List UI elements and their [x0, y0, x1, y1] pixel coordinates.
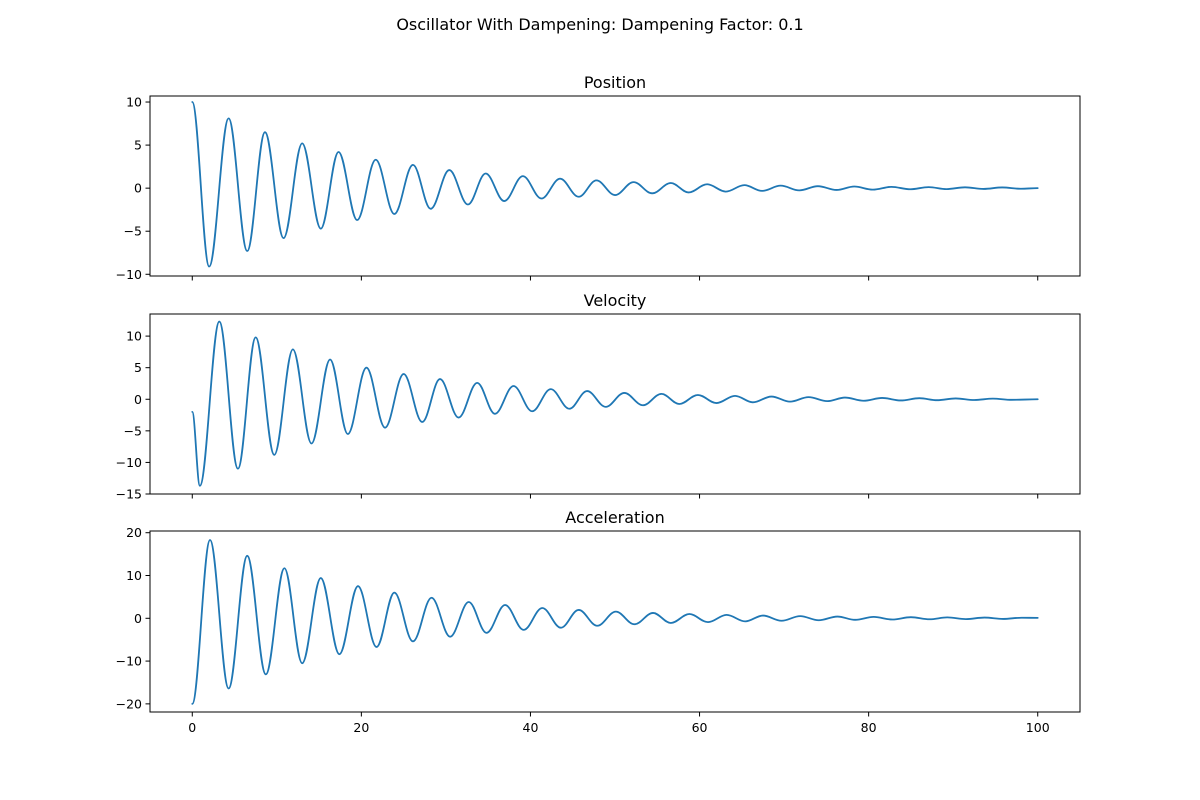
acceleration-x-tick-label: 0	[188, 720, 196, 735]
acceleration-panel: Acceleration 0 20 40 60 80 100 −20 −10 0 10 20	[116, 508, 1081, 735]
acceleration-x-tick-label: 40	[523, 720, 539, 735]
acceleration-x-tick-label: 20	[353, 720, 369, 735]
acceleration-y-tick-label: 0	[134, 611, 142, 626]
acceleration-x-tick-label: 100	[1026, 720, 1050, 735]
velocity-axes-frame	[149, 313, 1081, 495]
acceleration-series-line	[191, 539, 1039, 705]
position-y-tick-label: 0	[134, 181, 142, 196]
acceleration-y-tick-label: 20	[126, 525, 142, 540]
velocity-title: Velocity	[584, 291, 647, 310]
velocity-y-tick-label: 0	[134, 392, 142, 407]
velocity-panel: Velocity −15 −10 −5 0 5 10	[116, 291, 1081, 502]
acceleration-x-tick-label: 60	[692, 720, 708, 735]
position-y-tick-label: 5	[134, 138, 142, 153]
acceleration-title: Acceleration	[565, 508, 664, 527]
acceleration-y-tick-label: 10	[126, 568, 142, 583]
velocity-y-tick-label: −10	[116, 455, 142, 470]
velocity-series-line	[191, 320, 1039, 487]
acceleration-axes-frame	[149, 530, 1081, 713]
acceleration-x-tick-label: 80	[861, 720, 877, 735]
velocity-y-tick-label: −5	[124, 423, 142, 438]
subplots: Position−10−50510Velocity−15−10−50510Acc…	[116, 73, 1081, 735]
acceleration-y-tick-label: −20	[116, 696, 142, 711]
velocity-y-tick-label: 10	[126, 329, 142, 344]
position-y-tick-label: 10	[126, 95, 142, 110]
position-title: Position	[584, 73, 646, 92]
figure-title: Oscillator With Dampening: Dampening Fac…	[396, 15, 803, 34]
position-axes-frame	[149, 95, 1081, 277]
position-panel: Position −10 −5 0 5 10	[116, 73, 1081, 282]
velocity-y-tick-label: −15	[116, 487, 142, 502]
position-series-line	[191, 101, 1039, 268]
velocity-y-tick-label: 5	[134, 360, 142, 375]
position-y-tick-label: −10	[116, 267, 142, 282]
position-y-tick-label: −5	[124, 224, 142, 239]
acceleration-y-tick-label: −10	[116, 654, 142, 669]
